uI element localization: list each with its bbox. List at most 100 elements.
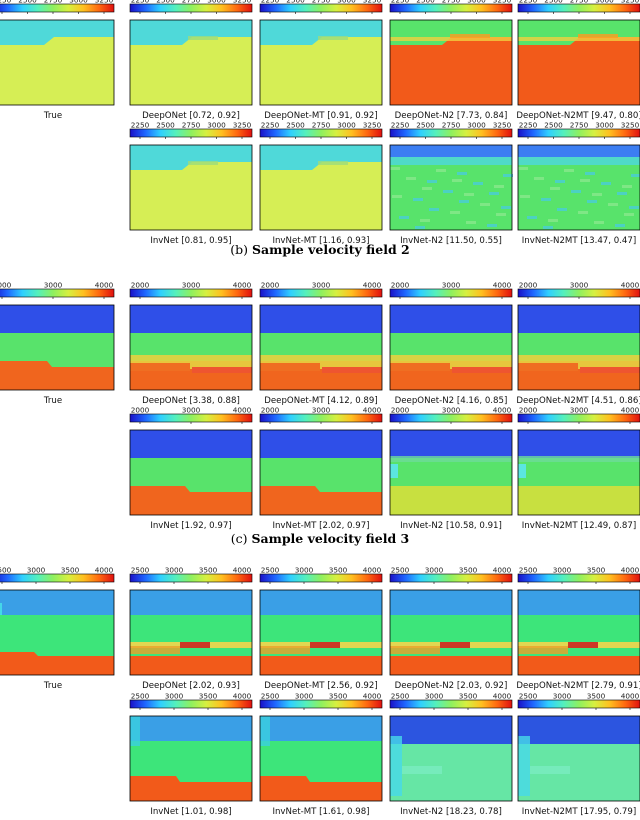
colorbar-tick-label: 3500 (459, 692, 478, 701)
panel-plot: 2000 3000 4000 (389, 406, 513, 516)
field-panel: 2500 3000 3500 4000 DeepONet-N2MT [2.79, 0.9… (516, 566, 640, 691)
colorbar-tick-label: 2750 (442, 0, 461, 5)
colorbar: 2500 3000 3500 4000 (0, 566, 115, 584)
field-panel: 2250 2500 2750 3000 3250 InvNet-N2MT [13.47, … (517, 121, 640, 246)
colorbar-tick-label: 3000 (467, 121, 486, 130)
colorbar: 2000 3000 4000 (0, 281, 115, 299)
field-panel: 2500 3000 3500 4000 InvNet [1.01, 0.98] (129, 692, 253, 817)
colorbar-tick-label: 2500 (156, 121, 175, 130)
colorbar: 2000 3000 4000 (129, 281, 253, 299)
panel-plot: 2000 3000 4000 (129, 281, 253, 391)
colorbar-tick-label: 3000 (207, 121, 226, 130)
field-panel: 2000 3000 4000 True (0, 281, 115, 406)
velocity-field-image (517, 715, 640, 802)
colorbar: 2250 2500 2750 3000 3250 (517, 121, 640, 139)
panel-caption: InvNet-N2 [18.23, 0.78] (400, 807, 502, 817)
panel-plot: 2250 2500 2750 3000 3250 (389, 121, 513, 231)
colorbar-tick-label: 2750 (570, 121, 589, 130)
field-panel: 2000 3000 4000 InvNet-MT [2.02, 0.97] (259, 406, 383, 531)
panel-caption: InvNet [1.92, 0.97] (150, 521, 232, 531)
velocity-field-image (129, 715, 253, 802)
colorbar-tick-label: 3500 (587, 566, 606, 575)
colorbar-tick-label: 3000 (595, 0, 614, 5)
colorbar-tick-label: 3000 (570, 281, 589, 290)
panel-plot: 2500 3000 3500 4000 (517, 692, 640, 802)
colorbar-tick-label: 3000 (570, 406, 589, 415)
velocity-field-image (259, 429, 383, 516)
panel-caption: DeepONet [2.02, 0.93] (142, 681, 240, 691)
panel-caption: DeepONet-N2MT [4.51, 0.86] (516, 396, 640, 406)
colorbar: 2500 3000 3500 4000 (517, 692, 640, 710)
panel-plot: 2500 3000 3500 4000 (0, 566, 115, 676)
field-panel: 2000 3000 4000 InvNet [1.92, 0.97] (129, 406, 253, 531)
velocity-field-image (129, 144, 253, 231)
colorbar-tick-label: 3000 (442, 406, 461, 415)
colorbar: 2000 3000 4000 (517, 281, 640, 299)
velocity-field-image (517, 304, 640, 391)
panel-caption: DeepONet-MT [0.91, 0.92] (264, 111, 378, 121)
colorbar-tick-label: 2500 (416, 0, 435, 5)
panel-caption: DeepONet-MT [2.56, 0.92] (264, 681, 378, 691)
panel-caption: True (43, 396, 63, 406)
field-panel: 2500 3000 3500 4000 DeepONet [2.02, 0.93] (129, 566, 253, 691)
colorbar-tick-label: 3000 (182, 281, 201, 290)
velocity-field-image (517, 144, 640, 231)
colorbar-tick-label: 3000 (69, 0, 88, 5)
colorbar-tick-label: 3250 (621, 0, 640, 5)
colorbar-tick-label: 2500 (519, 692, 538, 701)
panel-caption: InvNet-N2MT [13.47, 0.47] (521, 236, 637, 246)
panel-caption: DeepONet-N2MT [9.47, 0.80] (516, 111, 640, 121)
field-panel: 2250 2500 2750 3000 3250 InvNet [0.81, 0.95] (129, 121, 253, 246)
colorbar-tick-label: 4000 (621, 406, 640, 415)
colorbar-tick-label: 3000 (207, 0, 226, 5)
colorbar-tick-label: 3500 (329, 566, 348, 575)
colorbar-tick-label: 3000 (165, 692, 184, 701)
velocity-field-image (129, 304, 253, 391)
colorbar-tick-label: 2500 (261, 566, 280, 575)
velocity-field-image (259, 715, 383, 802)
field-panel: 2500 3000 3500 4000 InvNet-N2MT [17.95, 0.79… (517, 692, 640, 817)
colorbar: 2250 2500 2750 3000 3250 (0, 0, 115, 14)
field-panel: 2000 3000 4000 InvNet-N2 [10.58, 0.91] (389, 406, 513, 531)
colorbar-tick-label: 3000 (312, 406, 331, 415)
velocity-field-image (0, 589, 115, 676)
panel-caption: InvNet [1.01, 0.98] (150, 807, 232, 817)
colorbar: 2000 3000 4000 (389, 281, 513, 299)
colorbar-tick-label: 4000 (363, 566, 382, 575)
colorbar-tick-label: 2250 (131, 0, 150, 5)
colorbar-tick-label: 3000 (442, 281, 461, 290)
panel-plot: 2500 3000 3500 4000 (389, 692, 513, 802)
panel-caption: DeepONet-N2 [2.03, 0.92] (394, 681, 508, 691)
colorbar-tick-label: 4000 (363, 692, 382, 701)
field-panel: 2500 3000 3500 4000 InvNet-MT [1.61, 0.98] (259, 692, 383, 817)
colorbar-tick-label: 3000 (44, 281, 63, 290)
colorbar-tick-label: 2500 (0, 566, 12, 575)
colorbar-tick-label: 3500 (587, 692, 606, 701)
velocity-field-image (389, 19, 513, 106)
colorbar-tick-label: 3250 (621, 121, 640, 130)
colorbar-tick-label: 4000 (493, 406, 512, 415)
panel-plot: 2000 3000 4000 (389, 281, 513, 391)
colorbar-tick-label: 2250 (261, 121, 280, 130)
section-title: (c) Sample velocity field 3 (230, 531, 410, 546)
colorbar-tick-label: 2250 (0, 0, 12, 5)
colorbar-tick-label: 3250 (363, 0, 382, 5)
colorbar-tick-label: 2750 (182, 121, 201, 130)
colorbar-tick-label: 2000 (261, 281, 280, 290)
colorbar: 2500 3000 3500 4000 (129, 692, 253, 710)
velocity-field-image (389, 304, 513, 391)
field-panel: 2000 3000 4000 InvNet-N2MT [12.49, 0.87] (517, 406, 640, 531)
velocity-field-image (517, 429, 640, 516)
field-panel: 2250 2500 2750 3000 3250 DeepONet-MT [0.91, 0… (259, 0, 383, 121)
colorbar-tick-label: 4000 (363, 281, 382, 290)
colorbar-tick-label: 3000 (27, 566, 46, 575)
panel-caption: InvNet-MT [2.02, 0.97] (272, 521, 370, 531)
field-panel: 2500 3000 3500 4000 True (0, 566, 115, 691)
colorbar: 2000 3000 4000 (517, 406, 640, 424)
velocity-field-image (389, 715, 513, 802)
panel-plot: 2250 2500 2750 3000 3250 (259, 121, 383, 231)
colorbar-tick-label: 3500 (329, 692, 348, 701)
panel-plot: 2250 2500 2750 3000 3250 (517, 121, 640, 231)
field-panel: 2500 3000 3500 4000 InvNet-N2 [18.23, 0.78] (389, 692, 513, 817)
colorbar-tick-label: 3250 (363, 121, 382, 130)
